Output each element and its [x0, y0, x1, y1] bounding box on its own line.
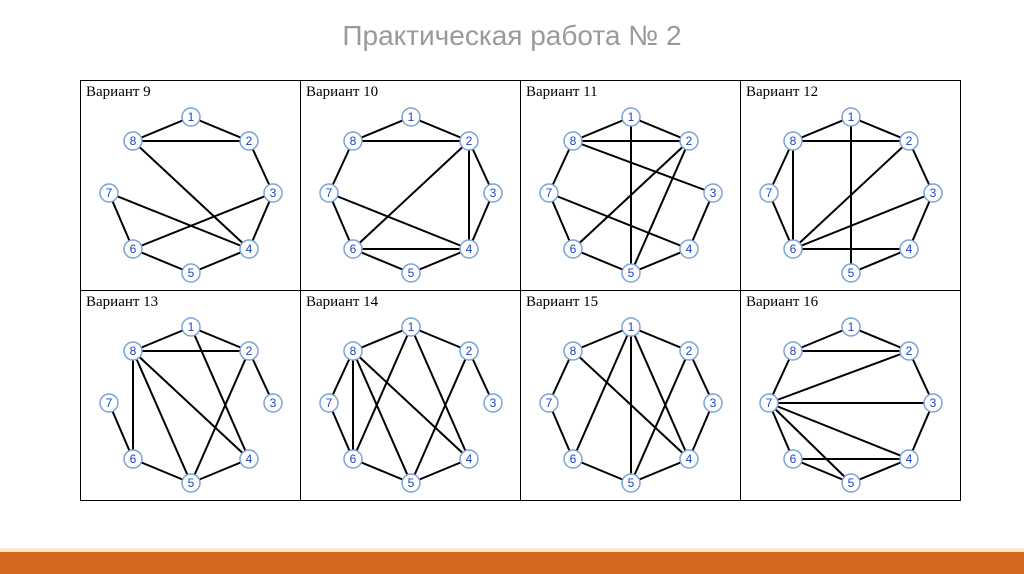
node-label: 3 [710, 186, 717, 200]
node-label: 6 [130, 452, 137, 466]
node-label: 8 [570, 344, 577, 358]
node-label: 8 [130, 134, 137, 148]
node-label: 6 [130, 242, 137, 256]
node-label: 1 [188, 110, 195, 124]
node-label: 3 [270, 396, 277, 410]
graph: 1 2 3 4 5 6 7 8 [741, 81, 961, 291]
node-label: 5 [848, 476, 855, 490]
graph: 1 2 3 4 5 6 7 8 [301, 291, 521, 501]
node-label: 8 [350, 344, 357, 358]
node-label: 2 [686, 134, 693, 148]
node-label: 1 [848, 320, 855, 334]
node-label: 7 [766, 396, 773, 410]
graph: 1 2 3 4 5 6 7 8 [301, 81, 521, 291]
node-label: 5 [188, 476, 195, 490]
node-label: 5 [848, 266, 855, 280]
node-label: 3 [490, 396, 497, 410]
variant-cell: Вариант 1112345678 [520, 80, 740, 290]
node-label: 2 [246, 344, 253, 358]
edge [769, 403, 851, 483]
graph: 1 2 3 4 5 6 7 8 [521, 291, 741, 501]
node-label: 3 [270, 186, 277, 200]
graph: 1 2 3 4 5 6 7 8 [521, 81, 741, 291]
node-label: 4 [906, 242, 913, 256]
node-label: 4 [686, 242, 693, 256]
page-title: Практическая работа № 2 [0, 0, 1024, 52]
node-label: 6 [350, 452, 357, 466]
edge [133, 351, 249, 459]
node-label: 2 [906, 134, 913, 148]
node-label: 5 [408, 476, 415, 490]
node-label: 7 [326, 396, 333, 410]
variant-cell: Вариант 912345678 [80, 80, 300, 290]
node-label: 8 [790, 134, 797, 148]
node-label: 1 [628, 320, 635, 334]
node-label: 1 [628, 110, 635, 124]
node-label: 8 [790, 344, 797, 358]
node-label: 1 [408, 320, 415, 334]
node-label: 5 [188, 266, 195, 280]
variant-cell: Вариант 1412345678 [300, 290, 520, 500]
node-label: 2 [686, 344, 693, 358]
node-label: 5 [408, 266, 415, 280]
node-label: 6 [570, 452, 577, 466]
variant-grid: Вариант 912345678Вариант 1012345678Вариа… [80, 80, 961, 501]
node-label: 1 [188, 320, 195, 334]
node-label: 6 [570, 242, 577, 256]
node-label: 7 [106, 186, 113, 200]
node-label: 3 [930, 396, 937, 410]
node-label: 2 [466, 134, 473, 148]
node-label: 3 [490, 186, 497, 200]
node-label: 2 [466, 344, 473, 358]
node-label: 4 [906, 452, 913, 466]
variant-cell: Вариант 1212345678 [740, 80, 960, 290]
node-label: 4 [686, 452, 693, 466]
variant-cell: Вариант 1512345678 [520, 290, 740, 500]
footer-bar [0, 548, 1024, 574]
graph: 1 2 3 4 5 6 7 8 [81, 291, 301, 501]
node-label: 5 [628, 266, 635, 280]
node-label: 4 [246, 452, 253, 466]
node-label: 6 [790, 452, 797, 466]
node-label: 1 [408, 110, 415, 124]
node-label: 2 [906, 344, 913, 358]
node-label: 7 [766, 186, 773, 200]
graph: 1 2 3 4 5 6 7 8 [741, 291, 961, 501]
variant-cell: Вариант 1612345678 [740, 290, 960, 500]
node-label: 7 [546, 186, 553, 200]
node-label: 5 [628, 476, 635, 490]
node-label: 8 [570, 134, 577, 148]
node-label: 3 [710, 396, 717, 410]
node-label: 2 [246, 134, 253, 148]
edge [133, 141, 249, 249]
node-label: 3 [930, 186, 937, 200]
node-label: 8 [350, 134, 357, 148]
node-label: 1 [848, 110, 855, 124]
node-label: 4 [466, 452, 473, 466]
graph: 1 2 3 4 5 6 7 8 [81, 81, 301, 291]
node-label: 4 [466, 242, 473, 256]
node-label: 8 [130, 344, 137, 358]
node-label: 6 [350, 242, 357, 256]
variant-cell: Вариант 1312345678 [80, 290, 300, 500]
node-label: 7 [326, 186, 333, 200]
edge [353, 351, 469, 459]
node-label: 6 [790, 242, 797, 256]
node-label: 4 [246, 242, 253, 256]
node-label: 7 [546, 396, 553, 410]
node-label: 7 [106, 396, 113, 410]
variant-cell: Вариант 1012345678 [300, 80, 520, 290]
edge [353, 141, 469, 249]
